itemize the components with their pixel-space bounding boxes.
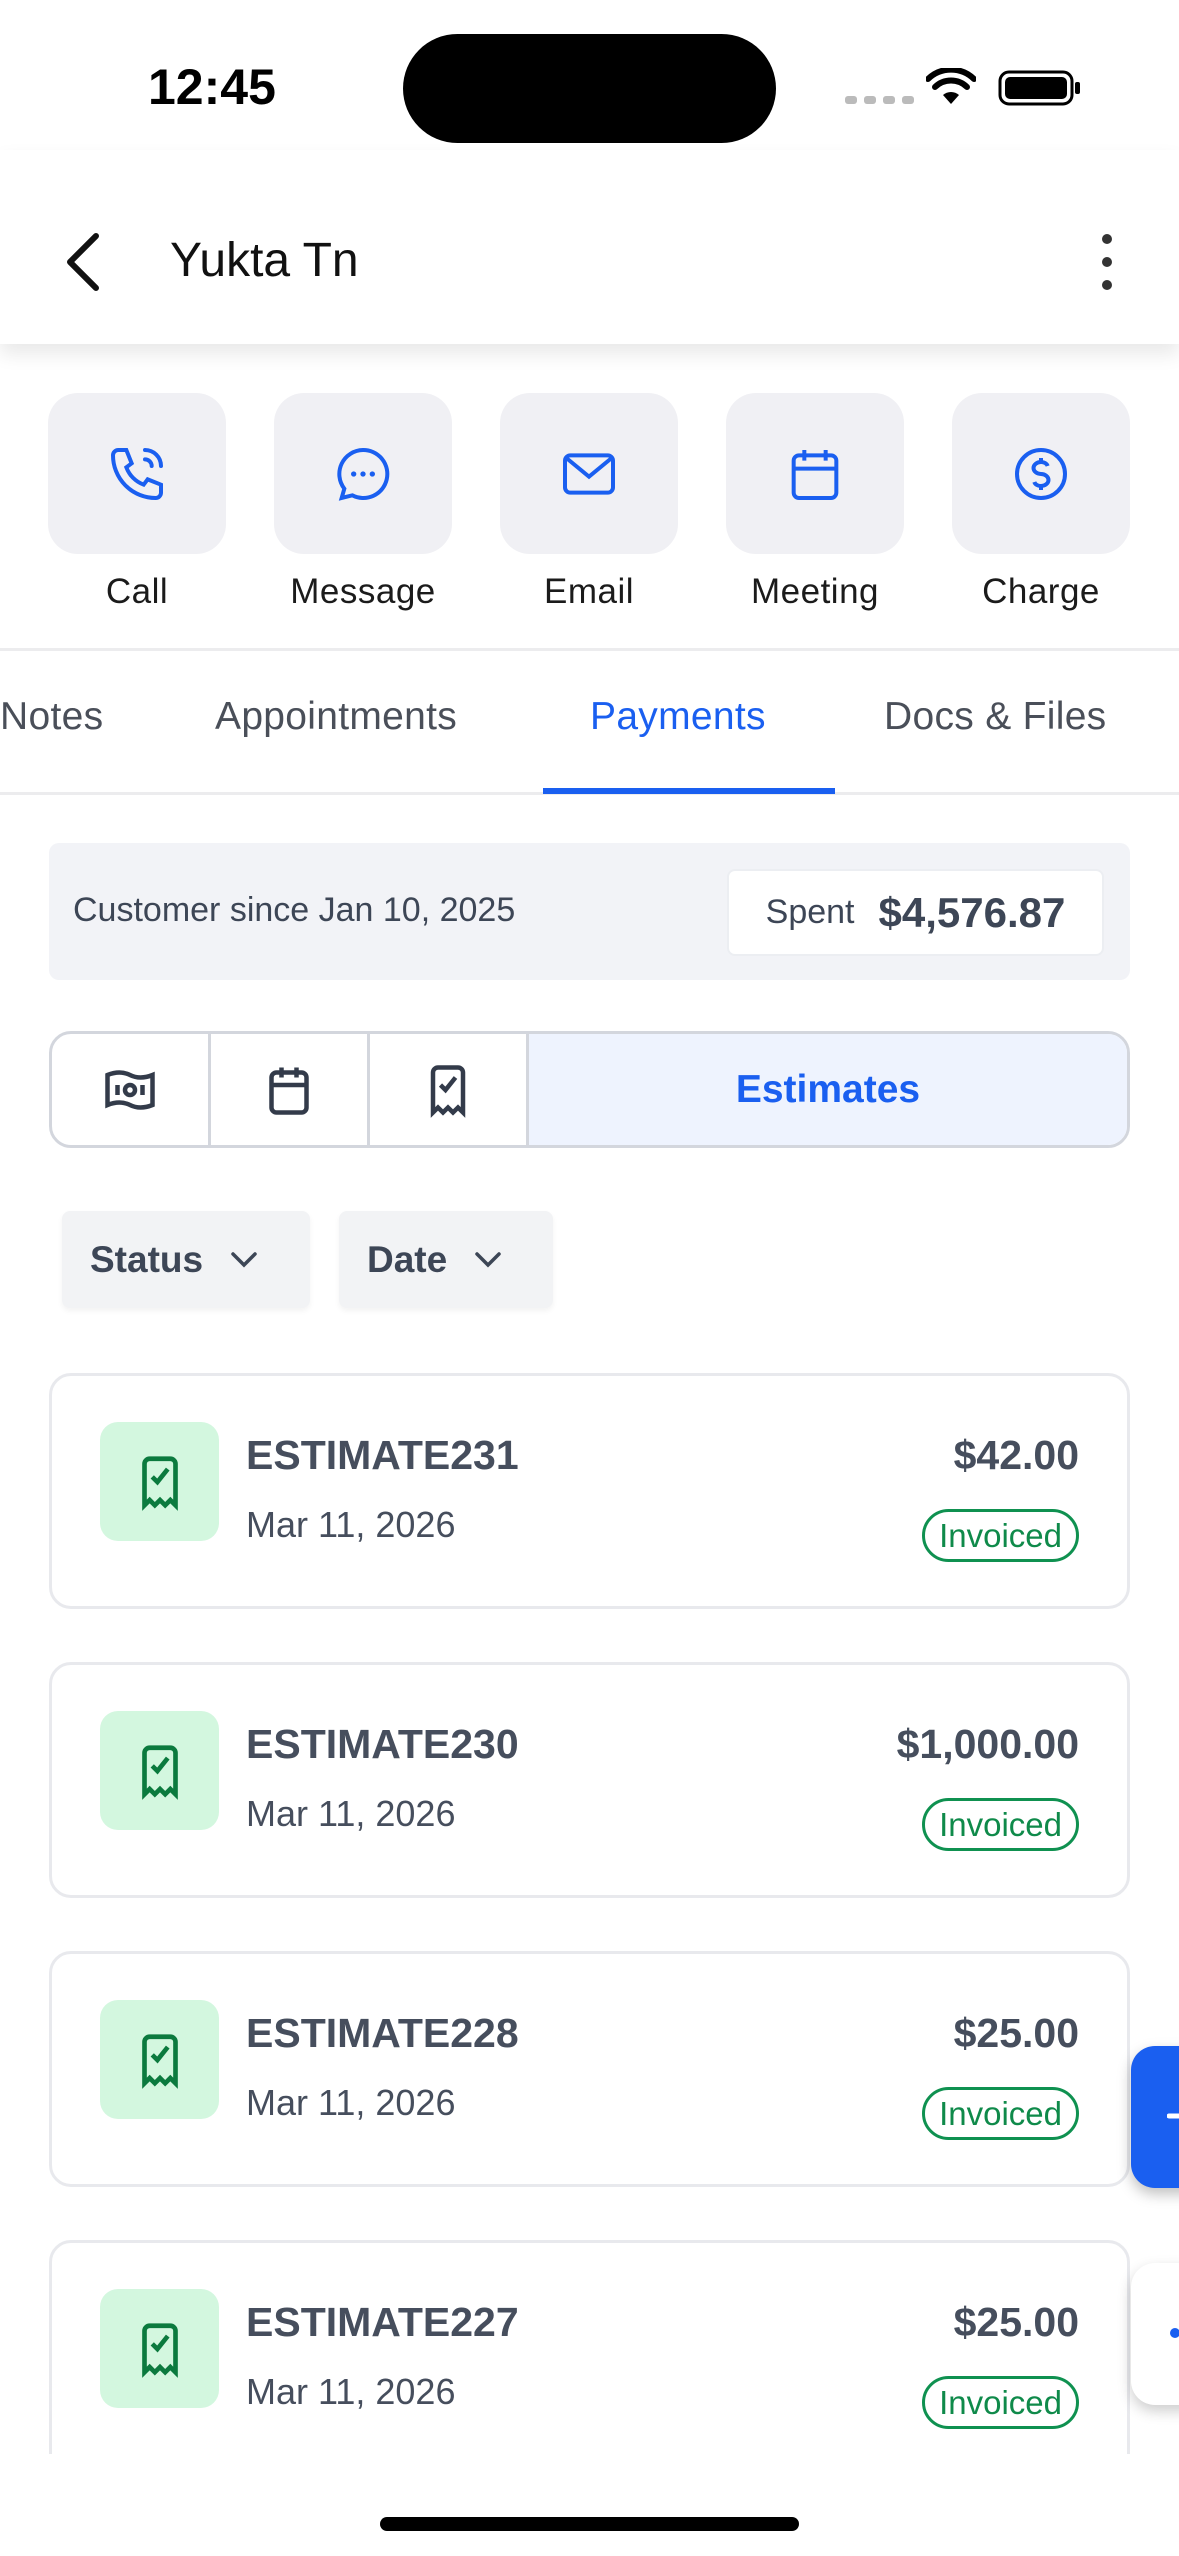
app-header: Yukta Tn <box>0 150 1179 344</box>
status-badge: Invoiced <box>922 2376 1079 2429</box>
money-bill-icon <box>105 1069 155 1110</box>
secondary-fab-button[interactable] <box>1131 2263 1179 2405</box>
receipt-check-icon <box>430 1064 466 1118</box>
status-filter[interactable]: Status <box>62 1211 310 1308</box>
estimate-title: ESTIMATE231 <box>246 1432 519 1478</box>
spent-box: Spent $4,576.87 <box>727 869 1104 956</box>
estimate-date: Mar 11, 2026 <box>246 1504 456 1545</box>
divider <box>0 648 1179 651</box>
segment-appointments[interactable] <box>211 1034 370 1145</box>
estimate-title: ESTIMATE227 <box>246 2299 519 2345</box>
customer-since: Customer since Jan 10, 2025 <box>73 891 516 929</box>
estimate-card[interactable]: ESTIMATE230 Mar 11, 2026 $1,000.00 Invoi… <box>49 1662 1130 1898</box>
segment-invoices[interactable] <box>370 1034 529 1145</box>
plus-icon <box>1167 2113 1179 2119</box>
payment-type-segmented-control: Estimates <box>49 1031 1130 1148</box>
dynamic-island <box>403 34 776 143</box>
battery-icon <box>998 70 1080 106</box>
meeting-button[interactable]: Meeting <box>726 393 904 612</box>
charge-button[interactable]: Charge <box>952 393 1130 612</box>
date-filter[interactable]: Date <box>339 1211 553 1308</box>
estimate-icon-tile <box>100 2000 219 2119</box>
estimate-title: ESTIMATE230 <box>246 1721 519 1767</box>
mail-icon <box>563 452 615 495</box>
more-vertical-icon[interactable] <box>1096 232 1118 292</box>
tab-notes[interactable]: Notes <box>0 695 104 738</box>
estimate-card[interactable]: ESTIMATE227 Mar 11, 2026 $25.00 Invoiced <box>49 2240 1130 2454</box>
status-badge: Invoiced <box>922 2087 1079 2140</box>
dollar-circle-icon <box>1015 447 1067 500</box>
estimate-icon-tile <box>100 1711 219 1830</box>
estimate-amount: $25.00 <box>953 2010 1079 2056</box>
message-button[interactable]: Message <box>274 393 452 612</box>
chevron-down-icon <box>475 1251 501 1267</box>
contact-name-title: Yukta Tn <box>170 234 359 287</box>
status-badge: Invoiced <box>922 1509 1079 1562</box>
active-tab-indicator <box>543 788 835 794</box>
estimate-title: ESTIMATE228 <box>246 2010 519 2056</box>
calendar-icon <box>791 449 839 500</box>
estimate-icon-tile <box>100 2289 219 2408</box>
estimates-list: ESTIMATE231 Mar 11, 2026 $42.00 Invoiced… <box>0 1373 1179 2454</box>
customer-summary: Customer since Jan 10, 2025 Spent $4,576… <box>49 843 1130 980</box>
calendar-icon <box>269 1067 309 1115</box>
chevron-down-icon <box>231 1251 257 1267</box>
wifi-icon <box>926 68 976 104</box>
status-badge: Invoiced <box>922 1798 1079 1851</box>
estimate-date: Mar 11, 2026 <box>246 1793 456 1834</box>
receipt-check-icon <box>141 1455 178 1511</box>
spent-value: $4,576.87 <box>878 888 1066 936</box>
call-button[interactable]: Call <box>48 393 226 612</box>
phone-icon <box>110 447 163 500</box>
tab-appointments[interactable]: Appointments <box>215 695 458 738</box>
estimate-amount: $1,000.00 <box>896 1721 1079 1767</box>
estimate-date: Mar 11, 2026 <box>246 2082 456 2123</box>
email-button[interactable]: Email <box>500 393 678 612</box>
estimate-card[interactable]: ESTIMATE228 Mar 11, 2026 $25.00 Invoiced <box>49 1951 1130 2187</box>
estimate-amount: $25.00 <box>953 2299 1079 2345</box>
spent-label: Spent <box>765 893 855 931</box>
receipt-check-icon <box>141 2033 178 2089</box>
cellular-signal-icon <box>845 96 914 104</box>
estimate-card[interactable]: ESTIMATE231 Mar 11, 2026 $42.00 Invoiced <box>49 1373 1130 1609</box>
receipt-check-icon <box>141 1744 178 1800</box>
back-chevron-icon[interactable] <box>60 232 104 292</box>
status-time: 12:45 <box>148 59 276 115</box>
estimate-date: Mar 11, 2026 <box>246 2371 456 2412</box>
tab-docs-files[interactable]: Docs & Files <box>884 695 1107 738</box>
segment-estimates[interactable]: Estimates <box>529 1034 1127 1145</box>
estimate-amount: $42.00 <box>953 1432 1079 1478</box>
chat-bubble-icon <box>337 447 390 501</box>
receipt-check-icon <box>141 2322 178 2378</box>
tab-payments[interactable]: Payments <box>590 695 766 738</box>
add-fab-button[interactable] <box>1131 2046 1179 2188</box>
action-icon <box>1170 2328 1179 2338</box>
status-filter-label: Status <box>90 1238 204 1280</box>
estimate-icon-tile <box>100 1422 219 1541</box>
segment-payments[interactable] <box>52 1034 211 1145</box>
date-filter-label: Date <box>367 1238 448 1280</box>
home-indicator <box>380 2517 799 2531</box>
